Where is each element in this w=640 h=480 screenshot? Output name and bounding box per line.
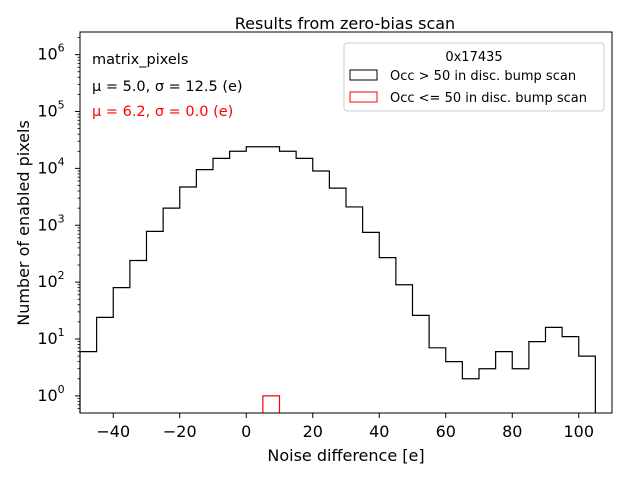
x-tick-label: 0 <box>241 422 251 441</box>
y-tick-label: 104 <box>37 155 64 177</box>
series-layer <box>79 146 596 413</box>
chart-title: Results from zero-bias scan <box>235 14 455 33</box>
histogram-series-black <box>79 146 596 413</box>
legend-entry-black: Occ > 50 in disc. bump scan <box>390 69 576 84</box>
x-tick-label: 80 <box>502 422 522 441</box>
annotation-stats-black: μ = 5.0, σ = 12.5 (e) <box>92 79 243 95</box>
x-axis: −40 −20 0 20 40 60 80 100 <box>96 413 594 441</box>
legend-swatch-black <box>349 69 378 81</box>
y-tick-label: 105 <box>37 99 64 121</box>
x-axis-title: Noise difference [e] <box>267 446 424 465</box>
y-tick-label: 101 <box>37 326 64 348</box>
y-tick-label: 106 <box>37 42 64 64</box>
legend-box <box>343 42 605 112</box>
x-tick-label: −40 <box>96 422 130 441</box>
x-tick-label: 20 <box>303 422 323 441</box>
legend-entry-red: Occ <= 50 in disc. bump scan <box>390 91 587 106</box>
y-tick-label: 100 <box>37 383 64 405</box>
annotation-label: matrix_pixels <box>92 52 188 68</box>
legend-swatch-red <box>349 91 378 103</box>
x-tick-label: 40 <box>369 422 389 441</box>
y-tick-label: 102 <box>37 269 64 291</box>
histogram-bar-red <box>262 395 281 413</box>
legend-title: 0x17435 <box>445 50 502 65</box>
x-tick-label: 100 <box>563 422 594 441</box>
y-axis: 100 101 102 103 104 105 106 <box>37 37 80 409</box>
x-tick-label: −20 <box>163 422 197 441</box>
x-tick-label: 60 <box>436 422 456 441</box>
y-axis-title: Number of enabled pixels <box>14 120 33 326</box>
legend: 0x17435 Occ > 50 in disc. bump scan Occ … <box>343 42 605 112</box>
plot-frame <box>79 31 613 414</box>
annotation-stats-red: μ = 6.2, σ = 0.0 (e) <box>92 104 233 120</box>
y-tick-label: 103 <box>37 212 64 234</box>
